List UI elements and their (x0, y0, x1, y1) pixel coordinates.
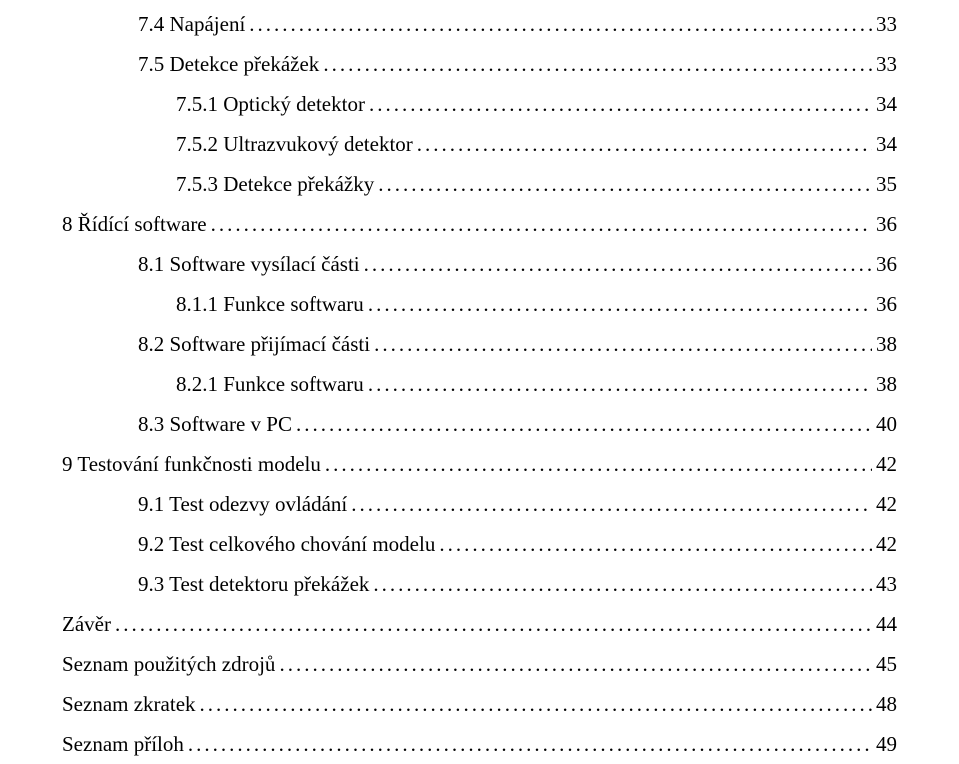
toc-leader (368, 364, 872, 404)
toc-entry-page: 38 (872, 364, 897, 404)
toc-entry-page: 35 (872, 164, 897, 204)
toc-entry-label: Seznam příloh (62, 724, 188, 764)
toc-entry-page: 36 (872, 204, 897, 244)
toc-entry: 8.1 Software vysílací části 36 (62, 244, 897, 284)
toc-entry: 9.1 Test odezvy ovládání 42 (62, 484, 897, 524)
toc-entry: 8.1.1 Funkce softwaru 36 (62, 284, 897, 324)
toc-leader (364, 244, 872, 284)
toc-leader (296, 404, 872, 444)
toc-entry-label: 8.1 Software vysílací části (138, 244, 364, 284)
toc-leader (325, 444, 872, 484)
toc-entry: 9.2 Test celkového chování modelu 42 (62, 524, 897, 564)
toc-entry-label: 9.3 Test detektoru překážek (138, 564, 373, 604)
toc-entry: Seznam příloh 49 (62, 724, 897, 764)
toc-entry-page: 42 (872, 524, 897, 564)
toc-entry: Závěr 44 (62, 604, 897, 644)
toc-entry-label: 7.5 Detekce překážek (138, 44, 323, 84)
toc-entry: 9 Testování funkčnosti modelu 42 (62, 444, 897, 484)
toc-entry-label: Seznam zkratek (62, 684, 200, 724)
toc-entry-label: 7.5.2 Ultrazvukový detektor (176, 124, 417, 164)
toc-leader (323, 44, 872, 84)
toc-entry-page: 34 (872, 124, 897, 164)
toc-entry: 7.5.2 Ultrazvukový detektor 34 (62, 124, 897, 164)
toc-leader (439, 524, 872, 564)
toc-leader (368, 284, 872, 324)
toc-entry-page: 36 (872, 244, 897, 284)
toc-entry: 9.3 Test detektoru překážek 43 (62, 564, 897, 604)
toc-leader (188, 724, 872, 764)
toc-entry: 7.4 Napájení 33 (62, 4, 897, 44)
toc-entry-page: 42 (872, 444, 897, 484)
toc-leader (279, 644, 872, 684)
toc-entry-label: 7.4 Napájení (138, 4, 249, 44)
toc-entry-label: 9 Testování funkčnosti modelu (62, 444, 325, 484)
toc-entry-label: 8.1.1 Funkce softwaru (176, 284, 368, 324)
toc-leader (115, 604, 872, 644)
toc-entry-label: 8 Řídící software (62, 204, 211, 244)
toc-leader (374, 324, 872, 364)
toc-leader (369, 84, 872, 124)
toc-entry-page: 40 (872, 404, 897, 444)
toc-leader (373, 564, 872, 604)
toc-leader (200, 684, 872, 724)
toc-entry-page: 42 (872, 484, 897, 524)
toc-entry: Seznam použitých zdrojů 45 (62, 644, 897, 684)
toc-entry-label: 9.1 Test odezvy ovládání (138, 484, 351, 524)
toc-entry-label: Závěr (62, 604, 115, 644)
toc-entry-label: 8.2 Software přijímací části (138, 324, 374, 364)
toc-entry-label: 9.2 Test celkového chování modelu (138, 524, 439, 564)
toc-entry: Seznam zkratek 48 (62, 684, 897, 724)
toc-entry: 8.2.1 Funkce softwaru 38 (62, 364, 897, 404)
toc-entry-page: 48 (872, 684, 897, 724)
toc-entry: 8 Řídící software 36 (62, 204, 897, 244)
toc-page: 7.4 Napájení337.5 Detekce překážek337.5.… (0, 0, 959, 764)
toc-entry: 7.5.3 Detekce překážky 35 (62, 164, 897, 204)
toc-entry-page: 33 (872, 44, 897, 84)
toc-entry-label: Seznam použitých zdrojů (62, 644, 279, 684)
toc-leader (211, 204, 872, 244)
toc-entry-page: 38 (872, 324, 897, 364)
toc-entry-page: 33 (872, 4, 897, 44)
toc-leader (417, 124, 872, 164)
toc-entry-label: 8.3 Software v PC (138, 404, 296, 444)
toc-entry-page: 49 (872, 724, 897, 764)
toc-leader (249, 4, 872, 44)
toc-entry-label: 8.2.1 Funkce softwaru (176, 364, 368, 404)
toc-leader (351, 484, 872, 524)
toc-entry: 7.5 Detekce překážek 33 (62, 44, 897, 84)
toc-entry: 8.3 Software v PC 40 (62, 404, 897, 444)
toc-entry-page: 45 (872, 644, 897, 684)
toc-entry-page: 36 (872, 284, 897, 324)
toc-entry: 7.5.1 Optický detektor 34 (62, 84, 897, 124)
toc-entry-label: 7.5.3 Detekce překážky (176, 164, 378, 204)
toc-entry-page: 34 (872, 84, 897, 124)
toc-entry-label: 7.5.1 Optický detektor (176, 84, 369, 124)
toc-entry: 8.2 Software přijímací části 38 (62, 324, 897, 364)
toc-leader (378, 164, 872, 204)
toc-entry-page: 43 (872, 564, 897, 604)
toc-entry-page: 44 (872, 604, 897, 644)
